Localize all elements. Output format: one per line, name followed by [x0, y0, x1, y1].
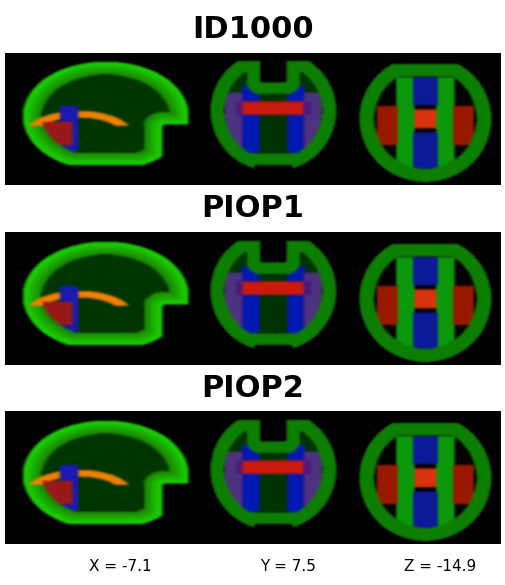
Text: Y = 7.5: Y = 7.5: [260, 559, 316, 574]
Text: PIOP2: PIOP2: [201, 374, 304, 402]
Text: R: R: [205, 132, 214, 146]
Text: ID1000: ID1000: [192, 15, 313, 44]
Text: Z = -14.9: Z = -14.9: [403, 559, 475, 574]
Text: L: L: [329, 132, 336, 146]
Text: X = -7.1: X = -7.1: [89, 559, 152, 574]
Text: PIOP1: PIOP1: [201, 194, 304, 223]
